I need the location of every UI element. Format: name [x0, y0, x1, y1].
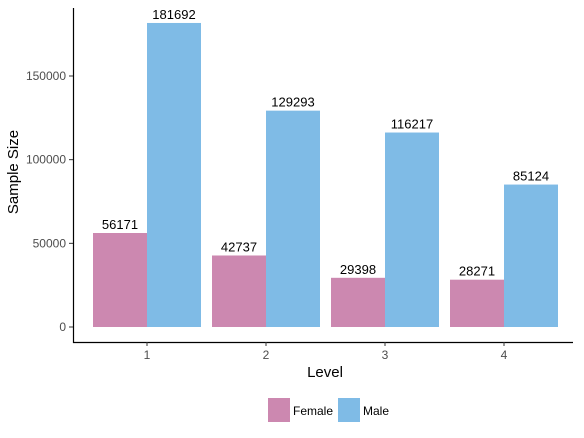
bar-male-4	[504, 184, 558, 327]
data-label-female-3: 29398	[340, 262, 376, 277]
bar-female-1	[93, 233, 147, 327]
data-label-male-2: 129293	[271, 95, 314, 110]
x-tick-label: 1	[144, 348, 151, 362]
bar-male-1	[147, 22, 201, 327]
y-tick-label: 0	[59, 320, 66, 334]
data-label-female-4: 28271	[459, 264, 495, 279]
x-axis-title: Level	[307, 364, 343, 381]
bar-male-2	[266, 110, 320, 327]
bar-female-2	[212, 255, 266, 327]
data-labels-layer: 56171 181692 42737 129293 29398 116217 28271 85…	[102, 7, 549, 279]
bar-female-3	[331, 277, 385, 327]
bar-female-4	[450, 279, 504, 327]
data-label-female-1: 56171	[102, 217, 138, 232]
legend-swatch-male	[338, 398, 360, 422]
axes: 0 50000 100000 150000 1 2 3 4	[26, 8, 573, 362]
data-label-male-4: 85124	[513, 169, 549, 184]
y-tick-label: 50000	[33, 236, 67, 250]
legend: Female Male	[268, 398, 389, 422]
x-tick-label: 4	[501, 348, 508, 362]
data-label-male-1: 181692	[152, 7, 195, 22]
y-ticks: 0 50000 100000 150000	[26, 69, 73, 334]
x-tick-label: 2	[263, 348, 270, 362]
y-axis-title: Sample Size	[5, 130, 22, 214]
y-tick-label: 100000	[26, 153, 66, 167]
legend-swatch-female	[268, 398, 290, 422]
legend-label-female: Female	[293, 404, 333, 418]
x-ticks: 1 2 3 4	[144, 342, 508, 362]
y-tick-label: 150000	[26, 69, 66, 83]
data-label-male-3: 116217	[391, 117, 433, 132]
legend-label-male: Male	[363, 404, 389, 418]
bars-layer	[93, 22, 558, 327]
bar-male-3	[385, 132, 439, 327]
data-label-female-2: 42737	[221, 239, 257, 254]
x-tick-label: 3	[382, 348, 389, 362]
